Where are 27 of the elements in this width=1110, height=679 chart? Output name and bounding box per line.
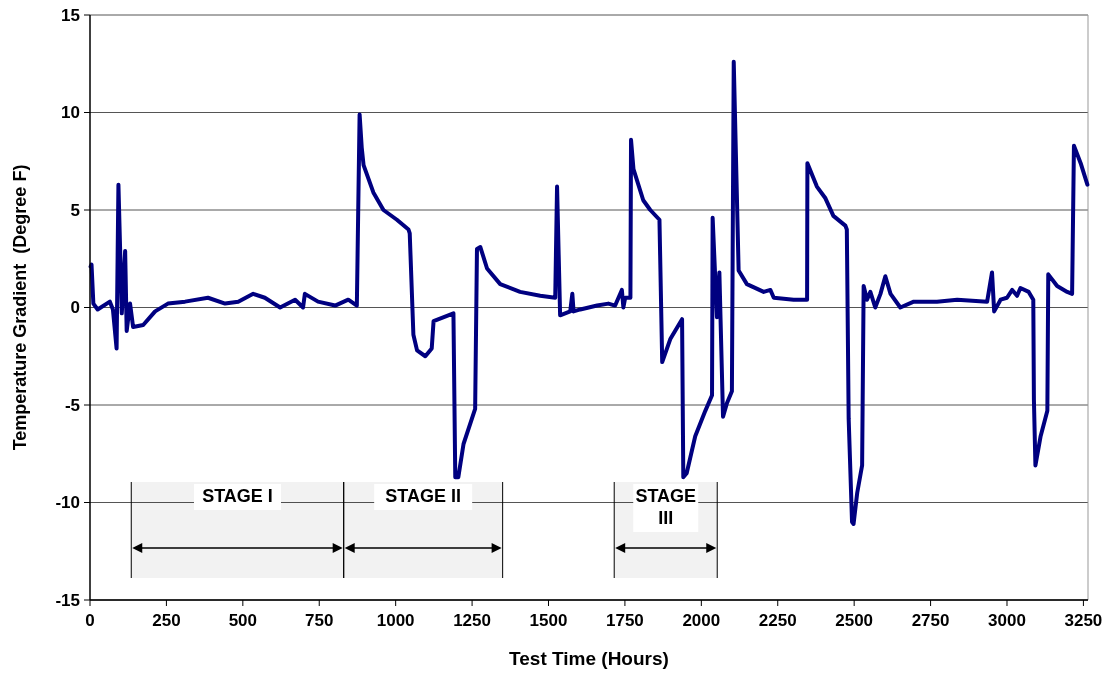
x-tick-label: 500 (228, 611, 258, 630)
x-tick-label: 3250 (1064, 611, 1103, 630)
band-label: STAGE III (635, 486, 697, 528)
x-tick-label: 1250 (453, 611, 491, 630)
y-tick-label: 0 (70, 298, 80, 318)
x-tick-label: 1750 (606, 611, 644, 630)
x-tick-label: 2500 (835, 611, 874, 630)
y-axis-title: Temperature Gradient (Degree F) (10, 164, 30, 451)
band-label: STAGE I (202, 486, 273, 506)
x-tick-label: 750 (305, 611, 334, 630)
x-tick-label: 2750 (911, 611, 950, 630)
x-axis-title: Test Time (Hours) (509, 648, 669, 669)
y-tick-label: -15 (55, 590, 80, 610)
x-tick-label: 1500 (529, 611, 568, 630)
line-series (88, 59, 1090, 526)
band-label: STAGE II (385, 486, 462, 506)
y-tick-label: 5 (70, 200, 80, 220)
y-tick-label: -10 (55, 493, 80, 513)
x-tick-label: 250 (152, 611, 181, 630)
x-tick-label: 1000 (376, 611, 415, 630)
y-tick-label: 10 (61, 103, 80, 123)
y-tick-label: -5 (64, 395, 80, 415)
x-tick-label: 2250 (758, 611, 797, 630)
x-tick-label: 0 (85, 611, 95, 630)
x-tick-label: 2000 (682, 611, 721, 630)
x-tick-label: 3000 (988, 611, 1026, 630)
y-tick-label: 15 (61, 5, 80, 25)
